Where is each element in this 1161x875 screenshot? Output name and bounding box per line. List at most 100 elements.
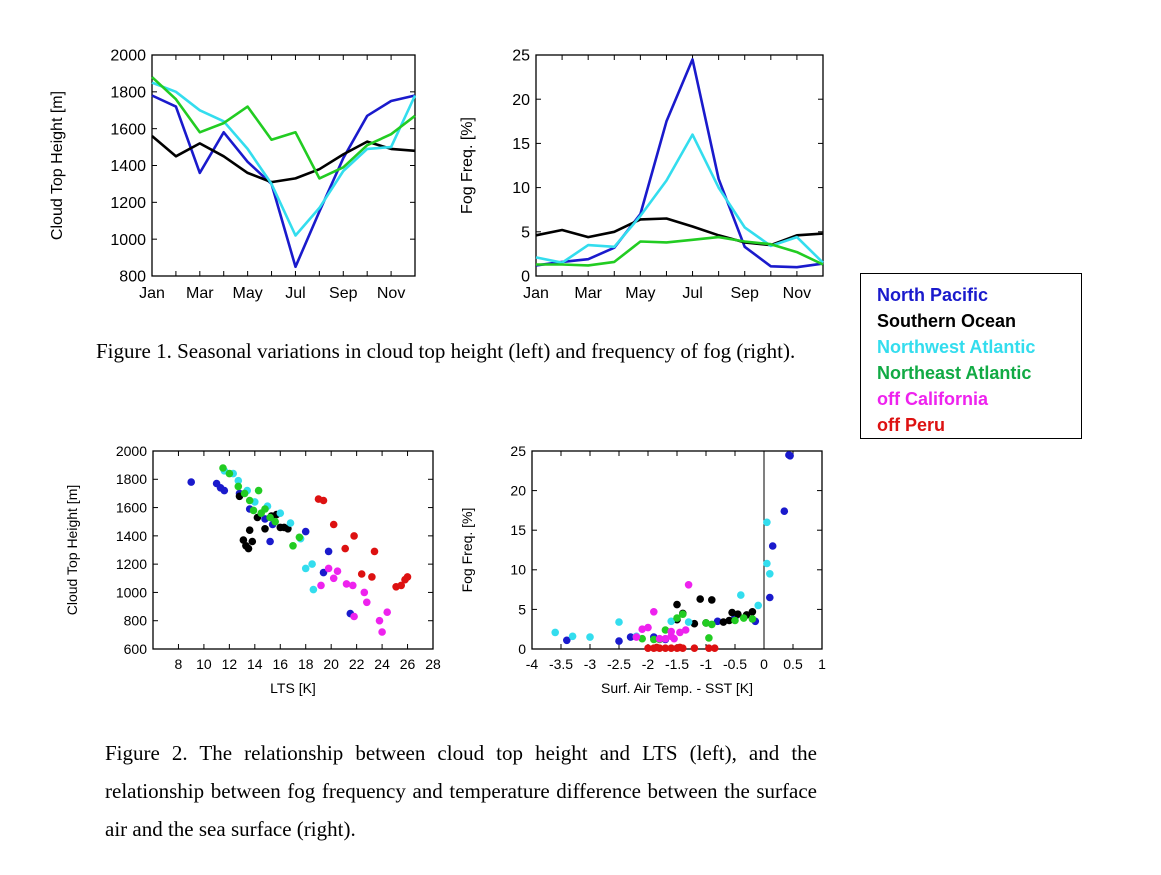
scatter-point-southern-ocean [261,525,269,533]
chart-cloud-top-height-seasonal: 800 1000 1200 1400 1600 1800 2000 Jan Mar May Jul S… [49,48,417,302]
y-tick-label: 20 [512,92,530,109]
scatter-point-northeast-atlantic [295,533,304,542]
scatter-point-southern-ocean [244,544,253,553]
scatter-point-northeast-atlantic [261,505,269,513]
scatter-point-off-peru [319,496,328,505]
legend-item: Northwest Atlantic [877,337,1036,357]
scatter-point-northeast-atlantic [731,616,739,625]
scatter-point-northeast-atlantic [705,634,713,642]
scatter-point-off-california [333,567,342,575]
x-tick-label: 28 [425,656,441,672]
y-tick-label: 1800 [116,471,147,487]
series-line-north-pacific [151,94,416,269]
scatter-point-off-peru [705,644,713,652]
y-tick-label: 0 [521,269,530,286]
series-line-northeast-atlantic [151,76,416,180]
series-line-north-pacific [535,58,824,269]
scatter-point-north-pacific [187,478,195,486]
scatter-point-off-california [661,634,670,643]
scatter-point-northeast-atlantic [661,626,670,634]
y-tick-label: 25 [510,443,526,459]
legend-item: North Pacific [877,285,989,305]
scatter-point-southern-ocean [248,537,257,546]
x-tick-label: Nov [783,285,811,302]
scatter-point-southern-ocean [719,618,728,626]
scatter-point-northwest-atlantic [667,617,675,626]
scatter-point-northeast-atlantic [254,486,263,495]
y-tick-label: 1200 [110,195,146,212]
x-tick-label: -1 [700,656,713,672]
x-tick-label: 1 [818,656,826,672]
scatter-point-southern-ocean [734,610,742,618]
scatter-point-off-peru [661,644,670,652]
scatter-point-north-pacific [780,507,789,515]
scatter-point-off-california [363,598,371,607]
scatter-point-off-california [676,628,684,637]
scatter-point-off-california [638,625,646,633]
scatter-point-off-california [632,633,641,641]
x-tick-label: -3 [584,656,597,672]
y-tick-label: 5 [521,224,530,241]
x-tick-label: 12 [222,656,238,672]
x-tick-label: Jul [285,285,305,302]
scatter-point-northeast-atlantic [650,635,658,644]
scatter-point-southern-ocean [708,596,716,604]
scatter-point-off-california [670,634,678,643]
scatter-point-off-california [655,634,664,643]
scatter-point-northwest-atlantic [763,518,771,527]
scatter-point-northwest-atlantic [766,570,774,578]
figure1-caption: Figure 1. Seasonal variations in cloud t… [96,339,796,363]
y-tick-label: 1000 [110,232,146,249]
x-tick-label: 0 [760,656,768,672]
y-tick-label: 15 [510,522,526,538]
scatter-point-northwest-atlantic [309,585,318,594]
scatter-point-southern-ocean [728,608,736,617]
scatter-point-off-california [342,580,351,588]
y-axis-label: Cloud Top Height [m] [49,91,66,240]
series-line-southern-ocean [151,135,416,184]
scatter-point-southern-ocean [673,600,681,609]
y-axis-label: Fog Freq. [%] [459,508,475,593]
scatter-point-off-california [350,612,358,621]
scatter-point-off-peru [329,520,338,529]
scatter-point-off-peru [667,644,675,652]
scatter-point-southern-ocean [725,616,733,625]
scatter-point-north-pacific [324,547,333,556]
y-tick-label: 25 [512,48,530,65]
scatter-point-north-pacific [786,452,794,460]
x-tick-label: -4 [526,656,539,672]
y-tick-label: 15 [512,136,530,153]
scatter-point-off-peru [690,644,699,652]
x-tick-label: 8 [175,656,183,672]
y-tick-label: 1000 [116,584,147,600]
x-tick-label: -0.5 [723,656,747,672]
scatter-point-off-peru [397,581,406,590]
scatter-point-northwest-atlantic [308,560,316,568]
scatter-point-off-california [378,628,386,636]
x-tick-label: May [625,285,655,302]
x-tick-label: 26 [400,656,416,672]
x-tick-label: May [233,285,263,302]
scatter-point-northeast-atlantic [679,610,687,618]
x-tick-label: Jan [523,285,549,302]
x-tick-label: 10 [196,656,212,672]
scatter-point-northwest-atlantic [684,618,693,626]
scatter-point-northwest-atlantic [301,564,310,573]
plot-frame [535,54,824,277]
scatter-point-northwest-atlantic [754,601,762,610]
scatter-point-north-pacific [319,568,328,577]
scatter-point-southern-ocean [284,525,292,533]
scatter-point-northwest-atlantic [586,633,594,641]
scatter-point-northeast-atlantic [240,489,249,498]
scatter-point-northeast-atlantic [266,513,274,522]
x-tick-label: Jul [682,285,702,302]
legend-item: off Peru [877,415,946,435]
scatter-point-north-pacific [626,633,635,641]
scatter-point-north-pacific [301,527,310,536]
series-line-northeast-atlantic [536,235,824,267]
scatter-point-northwest-atlantic [737,591,745,599]
y-axis-label: Fog Freq. [%] [459,117,476,214]
scatter-point-southern-ocean [239,536,248,544]
chart-fog-frequency-seasonal: 0 5 10 15 20 25 Jan Mar May Jul Sep Nov Fog Freq. [%… [459,48,824,302]
x-tick-label: 0.5 [783,656,803,672]
